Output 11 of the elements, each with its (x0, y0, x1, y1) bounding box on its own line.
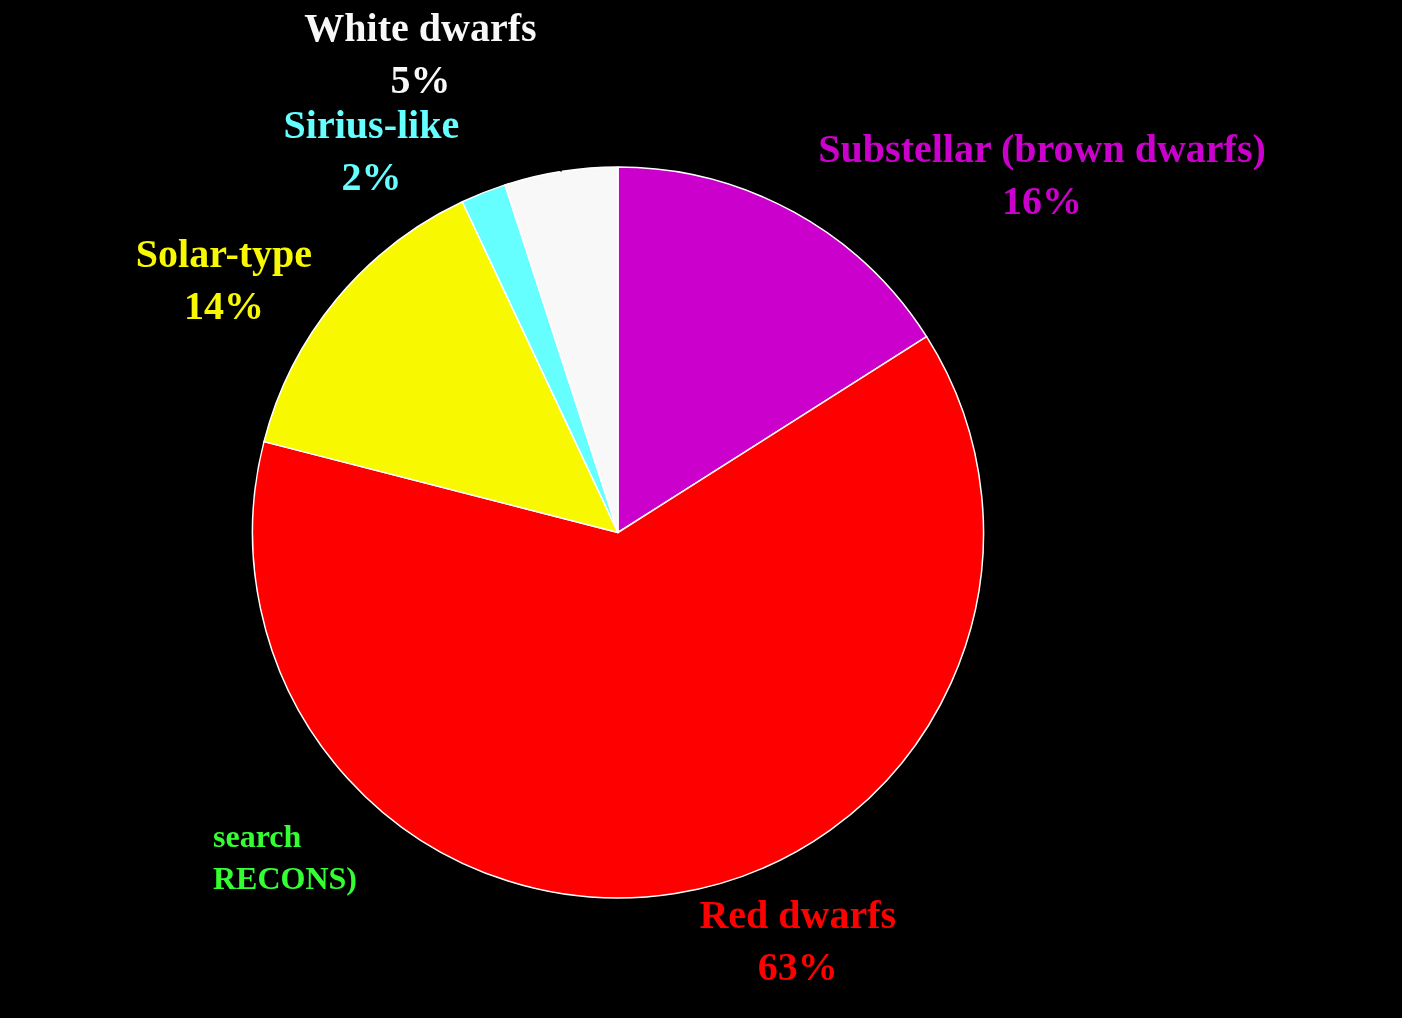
data-label: 16% (1002, 178, 1083, 224)
data-label: 2% (341, 154, 402, 200)
slice-label: Solar-type (135, 231, 313, 277)
slice-label: Substellar (brown dwarfs) (818, 126, 1266, 172)
data-label: 5% (390, 57, 451, 103)
slice-label: White dwarfs (304, 5, 537, 51)
text: search RECONS) (213, 818, 358, 896)
data-label: 14% (183, 283, 264, 329)
slice-label: Red dwarfs (699, 892, 897, 938)
slice-label: Sirius-like (283, 102, 460, 148)
data-label: 63% (757, 944, 838, 990)
